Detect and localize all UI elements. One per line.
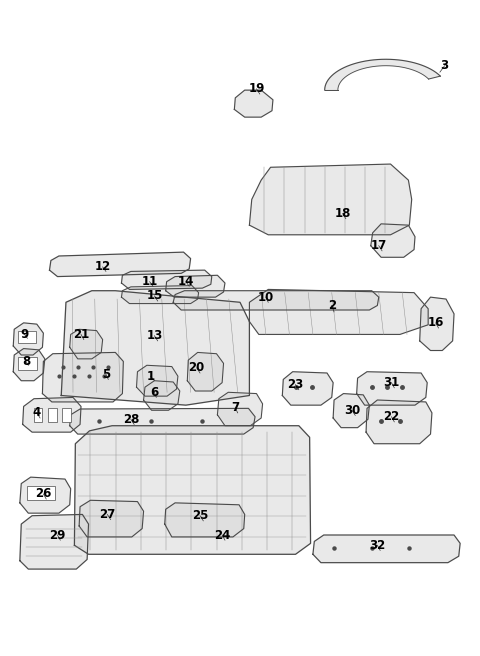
Text: 16: 16 (428, 316, 444, 329)
Polygon shape (282, 372, 333, 405)
Polygon shape (357, 372, 427, 405)
Bar (18, 331, 36, 344)
Text: 29: 29 (49, 529, 66, 541)
Polygon shape (121, 285, 199, 304)
Text: 14: 14 (178, 276, 194, 288)
Polygon shape (49, 252, 191, 277)
Polygon shape (324, 59, 440, 90)
Text: 27: 27 (99, 508, 116, 521)
Polygon shape (144, 380, 180, 410)
Polygon shape (333, 394, 370, 428)
Bar (27, 486, 55, 501)
Text: 13: 13 (146, 329, 163, 342)
Polygon shape (166, 276, 225, 297)
Text: 26: 26 (35, 487, 51, 501)
Polygon shape (74, 426, 311, 554)
Text: 25: 25 (192, 509, 208, 522)
Polygon shape (20, 514, 88, 569)
Text: 21: 21 (73, 328, 89, 341)
Text: 4: 4 (33, 406, 41, 419)
Polygon shape (187, 352, 224, 391)
Polygon shape (70, 329, 103, 359)
Text: 23: 23 (288, 378, 304, 391)
Text: 32: 32 (369, 539, 385, 552)
Text: 30: 30 (344, 404, 360, 417)
Polygon shape (165, 503, 245, 537)
Polygon shape (79, 501, 144, 537)
Text: 8: 8 (22, 355, 30, 368)
Text: 9: 9 (21, 328, 29, 341)
Text: 22: 22 (384, 410, 399, 423)
Text: 5: 5 (102, 368, 110, 380)
Text: 17: 17 (371, 239, 387, 252)
Polygon shape (42, 352, 123, 402)
Bar (34, 408, 42, 422)
Bar (48, 408, 57, 422)
Polygon shape (173, 291, 379, 310)
Text: 11: 11 (142, 276, 158, 288)
Polygon shape (70, 408, 255, 434)
Text: 19: 19 (248, 83, 264, 95)
Text: 15: 15 (146, 289, 163, 302)
Polygon shape (61, 291, 250, 405)
Polygon shape (136, 365, 178, 396)
Text: 20: 20 (189, 361, 205, 375)
Polygon shape (217, 392, 263, 426)
Polygon shape (13, 323, 43, 355)
Text: 10: 10 (258, 291, 274, 304)
Text: 6: 6 (150, 386, 158, 399)
Bar (62, 408, 71, 422)
Text: 1: 1 (146, 370, 155, 382)
Polygon shape (20, 477, 71, 513)
Text: 18: 18 (335, 207, 351, 220)
Text: 2: 2 (328, 299, 336, 312)
Bar (18, 357, 37, 370)
Polygon shape (313, 535, 460, 563)
Polygon shape (420, 297, 454, 350)
Text: 3: 3 (441, 59, 449, 72)
Text: 12: 12 (95, 260, 111, 274)
Polygon shape (250, 164, 412, 235)
Text: 31: 31 (384, 376, 399, 389)
Polygon shape (234, 90, 273, 117)
Polygon shape (13, 348, 45, 380)
Text: 7: 7 (231, 401, 240, 414)
Text: 28: 28 (123, 413, 139, 426)
Polygon shape (371, 224, 415, 257)
Polygon shape (23, 398, 81, 432)
Text: 24: 24 (214, 529, 230, 541)
Polygon shape (121, 270, 212, 289)
Polygon shape (366, 400, 432, 443)
Polygon shape (250, 289, 428, 335)
